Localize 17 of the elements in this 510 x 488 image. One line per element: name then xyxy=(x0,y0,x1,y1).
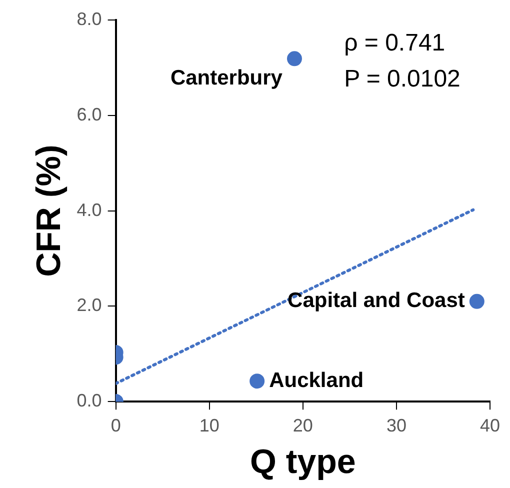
y-axis-title: CFR (%) xyxy=(30,144,68,277)
annotation: Canterbury xyxy=(170,66,283,90)
y-tick-label: 6.0 xyxy=(76,104,102,124)
x-tick-label: 30 xyxy=(386,415,406,436)
y-tick-label: 8.0 xyxy=(76,8,102,29)
annotation: Capital and Coast xyxy=(288,289,465,312)
y-tick-label: 2.0 xyxy=(76,295,102,316)
annotation: ρ = 0.741 xyxy=(344,30,446,57)
x-tick-label: 40 xyxy=(480,415,500,436)
annotation: P = 0.0102 xyxy=(344,66,460,93)
annotation: Auckland xyxy=(269,368,364,392)
x-tick-label: 0 xyxy=(110,415,121,436)
x-tick-label: 20 xyxy=(292,415,313,436)
y-tick-label: 4.0 xyxy=(76,200,102,220)
x-axis-title: Q type xyxy=(250,442,356,481)
y-tick-label: 0.0 xyxy=(76,390,102,411)
x-tick-label: 10 xyxy=(199,415,220,436)
